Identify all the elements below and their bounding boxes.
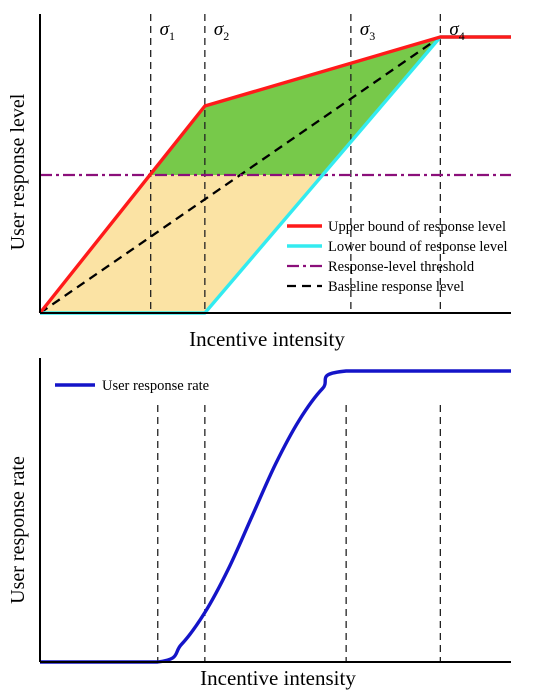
legend-label: Baseline response level [328,279,464,295]
bottom-chart: User response rate Incentive intensity U… [7,358,511,690]
above-threshold-region [149,37,441,175]
top-chart: σ1 σ2 σ3 σ4 Upper bound of response level Lo… [7,14,511,351]
y-axis-label: User response rate [7,456,29,604]
legend-label: Response-level threshold [328,259,475,275]
legend-label: Upper bound of response level [328,219,506,235]
legend-label: User response rate [102,378,209,394]
legend: User response rate [55,378,209,394]
x-axis-label: Incentive intensity [189,327,345,351]
sigma-2-label: σ2 [214,19,229,43]
sigma-4-label: σ4 [449,19,464,43]
series-upper-bound-of-response-levelline [38,35,511,315]
sigma-1-label: σ1 [160,19,175,43]
sigma-3-label: σ3 [360,19,375,43]
x-axis-label: Incentive intensity [200,666,356,690]
legend: Upper bound of response level Lower bound… [287,219,508,295]
legend-label: Lower bound of response level [328,239,508,255]
y-axis-label: User response level [7,93,29,250]
series-user-response-rate-line [40,369,511,664]
below-threshold-region [40,175,323,313]
